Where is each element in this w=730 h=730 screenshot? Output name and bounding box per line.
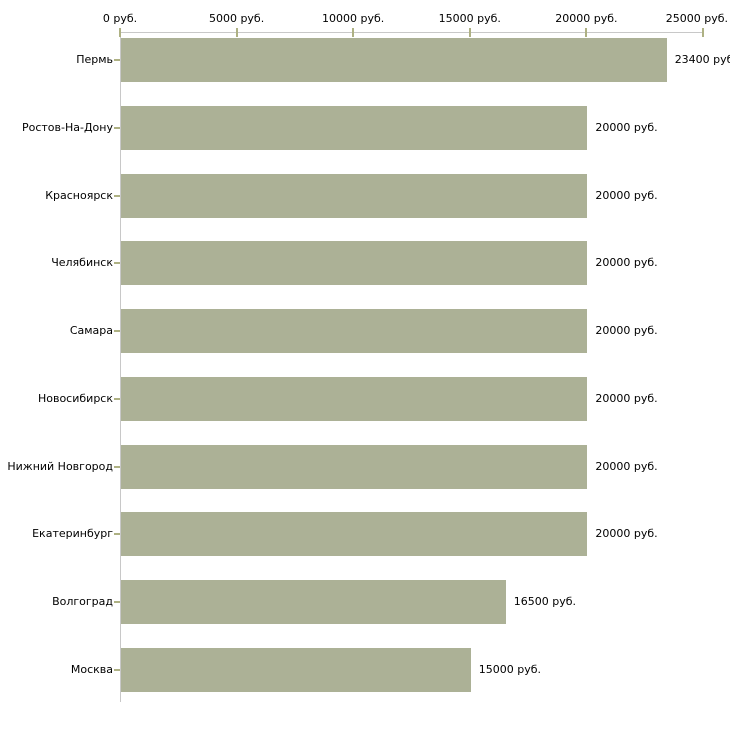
bar-5 [121,309,588,354]
bar-7 [121,444,588,489]
bar-3 [121,173,588,218]
category-label: Пермь [76,53,113,66]
category-label: Ростов-На-Дону [21,120,113,134]
x-axis-tick [468,28,471,37]
category-tick [114,601,120,604]
category-tick [114,465,120,468]
x-axis-tick [702,28,704,37]
bar-value-label: 20000 руб. [595,391,658,405]
category-label: Красноярск [45,188,113,202]
x-axis-tick [352,28,355,37]
bar-9 [121,580,506,625]
bar-value-label: 20000 руб. [595,324,658,338]
category-label: Нижний Новгород [7,459,113,473]
x-axis-tick-label: 20000 руб. [555,12,618,25]
x-axis-tick-label: 25000 руб. [665,12,728,25]
category-tick [114,194,120,197]
category-tick [114,397,120,400]
category-label: Самара [69,324,113,338]
category-label: Челябинск [51,256,113,270]
category-tick [114,669,120,672]
category-tick [114,533,120,536]
bar-2 [121,105,588,150]
category-label: Волгоград [52,595,113,609]
x-axis-tick [235,28,238,37]
x-axis-tick [585,28,588,37]
category-label: Москва [70,663,113,677]
bar-1 [121,38,667,82]
category-label: Новосибирск [37,391,113,405]
bar-8 [121,512,588,557]
category-tick [114,330,120,333]
x-axis-tick-label: 5000 руб. [208,12,265,25]
x-axis-tick [119,28,121,37]
bar-10 [121,648,471,693]
bar-value-label: 16500 руб. [513,595,577,609]
category-tick [114,262,120,265]
x-axis-tick-label: 10000 руб. [322,12,385,25]
x-axis-tick-label: 15000 руб. [438,12,501,25]
category-label: Екатеринбург [32,527,113,541]
bar-4 [121,241,588,286]
bar-value-label: 20000 руб. [595,527,658,541]
x-axis-tick-label: 0 руб. [102,12,138,25]
category-tick [114,59,120,61]
bar-value-label: 20000 руб. [595,459,658,473]
bar-value-label: 20000 руб. [595,188,658,202]
bar-value-label: 23400 руб. [674,53,730,66]
bar-value-label: 20000 руб. [595,120,658,134]
category-tick [114,126,120,129]
bar-6 [121,376,588,421]
bar-value-label: 15000 руб. [478,663,542,677]
y-axis-line [120,32,121,702]
x-axis-line [120,32,704,33]
bar-value-label: 20000 руб. [595,256,658,270]
